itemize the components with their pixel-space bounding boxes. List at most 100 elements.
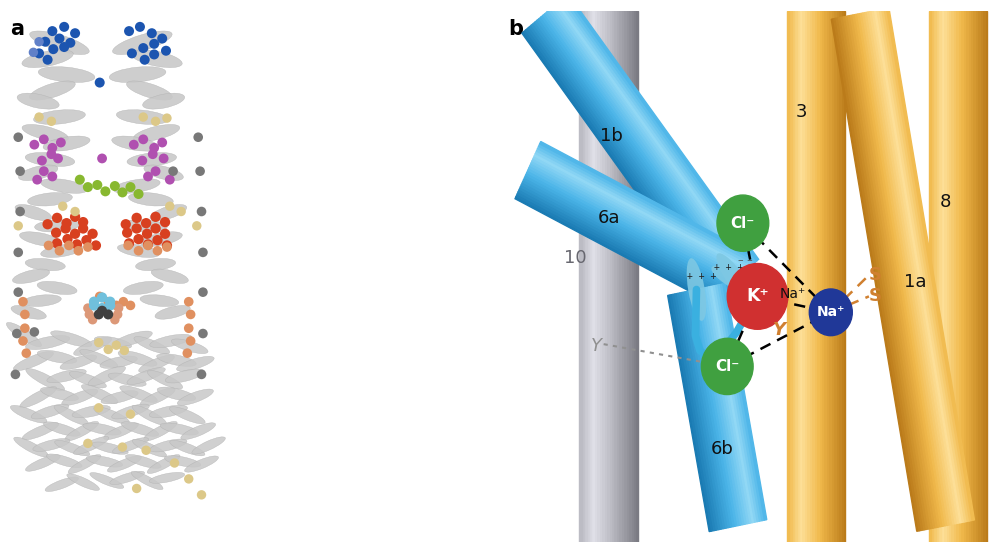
Polygon shape xyxy=(534,153,746,267)
Polygon shape xyxy=(814,11,817,542)
Polygon shape xyxy=(884,8,972,521)
Polygon shape xyxy=(685,292,729,528)
Ellipse shape xyxy=(127,81,172,100)
Polygon shape xyxy=(933,11,936,542)
Text: a: a xyxy=(10,19,24,39)
Polygon shape xyxy=(521,32,714,299)
Ellipse shape xyxy=(150,439,186,452)
Ellipse shape xyxy=(176,356,214,371)
Point xyxy=(193,370,209,379)
Polygon shape xyxy=(706,287,750,523)
Polygon shape xyxy=(848,15,936,528)
Ellipse shape xyxy=(62,389,98,405)
Polygon shape xyxy=(591,11,594,542)
Ellipse shape xyxy=(148,455,180,474)
Ellipse shape xyxy=(25,258,65,271)
Point xyxy=(67,229,83,238)
Point xyxy=(80,183,96,191)
Polygon shape xyxy=(970,11,972,542)
Point xyxy=(98,187,114,196)
Point xyxy=(180,298,196,306)
Point xyxy=(53,138,69,147)
Point xyxy=(195,248,211,257)
Ellipse shape xyxy=(110,471,145,485)
Polygon shape xyxy=(792,11,795,542)
Polygon shape xyxy=(877,10,965,522)
Point xyxy=(193,491,209,499)
Point xyxy=(48,228,64,237)
Point xyxy=(101,310,117,319)
Point xyxy=(123,410,139,418)
Polygon shape xyxy=(824,11,826,542)
Polygon shape xyxy=(626,11,628,542)
Ellipse shape xyxy=(46,454,82,468)
Point xyxy=(162,202,177,211)
Point xyxy=(188,222,204,230)
Polygon shape xyxy=(527,27,720,294)
Polygon shape xyxy=(718,284,762,521)
Ellipse shape xyxy=(131,50,182,68)
Point xyxy=(17,324,33,333)
Ellipse shape xyxy=(95,336,132,349)
Ellipse shape xyxy=(140,388,175,406)
Ellipse shape xyxy=(165,456,200,467)
Point xyxy=(166,458,182,467)
Polygon shape xyxy=(533,22,726,289)
Polygon shape xyxy=(874,10,962,523)
Ellipse shape xyxy=(166,369,204,383)
Point xyxy=(29,175,45,184)
Polygon shape xyxy=(579,11,581,542)
Ellipse shape xyxy=(113,31,172,55)
Point xyxy=(26,328,42,336)
Point xyxy=(140,241,156,250)
Ellipse shape xyxy=(118,351,158,366)
Polygon shape xyxy=(709,287,753,523)
Point xyxy=(61,241,77,250)
Point xyxy=(80,243,96,252)
Point xyxy=(195,329,211,338)
Circle shape xyxy=(727,264,788,329)
Polygon shape xyxy=(790,11,792,542)
Polygon shape xyxy=(539,17,732,284)
Text: + + +: + + + xyxy=(687,271,716,281)
Point xyxy=(126,140,142,149)
Point xyxy=(131,235,147,243)
Point xyxy=(7,370,23,379)
Polygon shape xyxy=(972,11,975,542)
Point xyxy=(107,182,123,190)
Ellipse shape xyxy=(13,269,50,283)
Polygon shape xyxy=(943,11,945,542)
Polygon shape xyxy=(869,11,958,523)
Polygon shape xyxy=(670,294,714,531)
Point xyxy=(44,27,60,36)
Ellipse shape xyxy=(112,136,159,151)
Ellipse shape xyxy=(110,67,166,83)
Point xyxy=(129,213,145,222)
Polygon shape xyxy=(852,15,941,527)
Polygon shape xyxy=(533,156,745,270)
Point xyxy=(56,43,72,51)
Polygon shape xyxy=(836,18,924,531)
Ellipse shape xyxy=(60,355,97,370)
Polygon shape xyxy=(611,11,613,542)
Text: S: S xyxy=(869,266,882,284)
Polygon shape xyxy=(855,14,943,527)
Point xyxy=(180,324,196,333)
Polygon shape xyxy=(589,11,591,542)
Point xyxy=(120,241,136,250)
Ellipse shape xyxy=(113,438,149,453)
Point xyxy=(139,446,155,455)
Polygon shape xyxy=(821,11,824,542)
Point xyxy=(144,29,160,38)
Point xyxy=(36,167,52,176)
Text: 3: 3 xyxy=(796,103,808,121)
Text: b: b xyxy=(508,19,523,39)
Point xyxy=(102,298,118,306)
Point xyxy=(162,175,177,184)
Point xyxy=(92,292,108,301)
Ellipse shape xyxy=(22,125,69,142)
Point xyxy=(190,133,206,142)
Polygon shape xyxy=(552,5,745,272)
Polygon shape xyxy=(985,11,987,542)
Ellipse shape xyxy=(74,437,109,455)
